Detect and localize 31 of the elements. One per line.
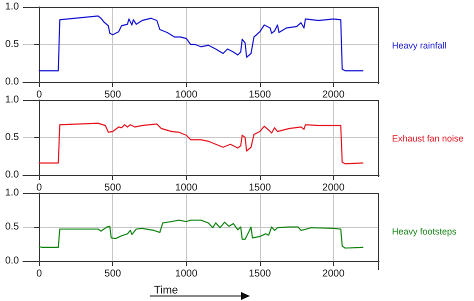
y-tick-label: 0.5 bbox=[5, 132, 20, 143]
y-tick-label: 0.0 bbox=[5, 256, 20, 266]
text: Heavy rainfall bbox=[392, 40, 447, 50]
y-tick-label: 0.0 bbox=[5, 170, 20, 180]
text: Exhaust fan noise bbox=[392, 134, 464, 144]
x-tick-label: 1000 bbox=[175, 182, 198, 194]
x-tick-label: 2000 bbox=[322, 182, 345, 194]
x-axis-title: Time bbox=[154, 284, 178, 296]
y-tick-label: 1.0 bbox=[5, 2, 20, 12]
y-tick-label: 1.0 bbox=[5, 94, 20, 106]
y-tick-label: 0.0 bbox=[5, 76, 20, 88]
x-tick-label: 2000 bbox=[322, 268, 345, 280]
x-tick-label: 500 bbox=[104, 182, 122, 194]
x-tick-label: 500 bbox=[104, 90, 122, 100]
x-tick-label: 0 bbox=[36, 268, 42, 280]
x-tick-label: 1500 bbox=[248, 268, 272, 280]
line-series bbox=[38, 15, 364, 72]
x-tick-label: 1500 bbox=[248, 90, 272, 100]
x-tick-label: 1000 bbox=[175, 268, 198, 280]
x-tick-label: 0 bbox=[36, 182, 42, 194]
x-tick-label: 2000 bbox=[322, 90, 345, 100]
y-tick-label: 0.5 bbox=[5, 222, 20, 232]
x-tick-label: 500 bbox=[104, 268, 122, 280]
text: Heavy footsteps bbox=[392, 226, 458, 236]
y-tick-label: 0.5 bbox=[5, 39, 20, 50]
line-series bbox=[38, 220, 364, 249]
x-tick-label: 0 bbox=[36, 90, 42, 100]
line-series bbox=[38, 122, 364, 164]
x-tick-label: 1000 bbox=[175, 90, 198, 100]
y-tick-label: 1.0 bbox=[5, 188, 20, 198]
x-tick-label: 1500 bbox=[248, 182, 272, 194]
